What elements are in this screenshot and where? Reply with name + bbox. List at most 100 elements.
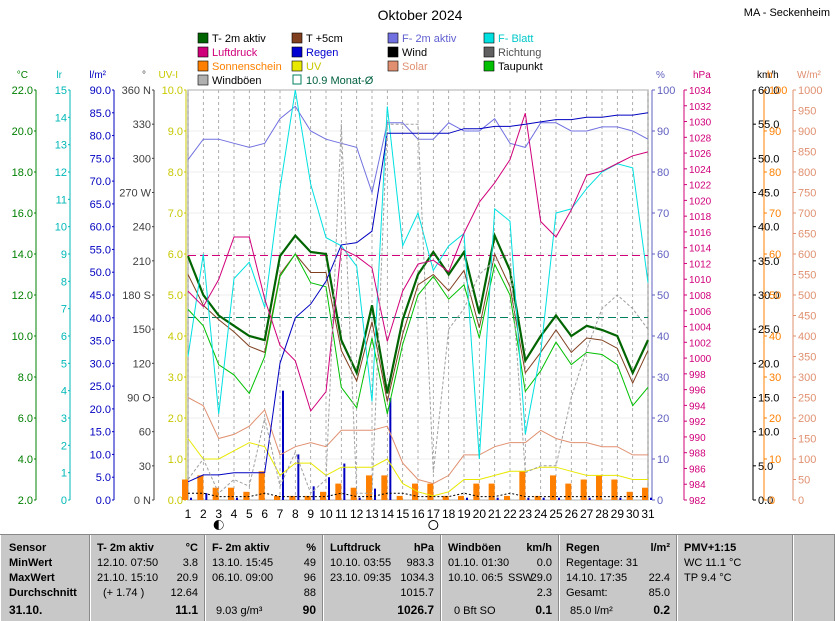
right-axis-2-tick-label: 25.0 xyxy=(758,324,779,336)
left-axis-1-tick-label: 4 xyxy=(61,386,67,398)
bar-sonnenschein xyxy=(243,491,250,500)
plot-area: 1 2 3 4 5 6 7 8 9 10 11 12 13 14 15 16 17 18 19 20 21 22 23 24 2… xyxy=(182,89,655,530)
bar-regen xyxy=(205,493,208,500)
right-axis-2-tick-label: 15.0 xyxy=(758,393,779,405)
left-axis-4-tick-label: 7.0 xyxy=(168,208,183,220)
bar-sonnenschein xyxy=(304,495,311,500)
left-axis-3-tick-label: 360 N xyxy=(122,85,151,97)
right-axis-1-tick-label: 1020 xyxy=(689,196,712,207)
legend-label-10-9-monat: 10.9 Monat-Ø xyxy=(306,75,374,87)
bar-sonnenschein xyxy=(504,495,510,500)
left-axis-3-tick-label: 210 xyxy=(133,256,151,268)
x-tick-label: 13 xyxy=(365,507,379,521)
left-axis-2-tick-label: 40.0 xyxy=(90,313,111,325)
right-axis-2-tick-label: 20.0 xyxy=(758,358,779,370)
bar-sonnenschein xyxy=(473,483,480,500)
right-axis-1-tick-label: 996 xyxy=(689,386,706,397)
series-line-t-2m-aktiv xyxy=(186,231,649,394)
left-axis-4-tick-label: 2.0 xyxy=(168,413,183,425)
bar-sonnenschein xyxy=(335,483,342,500)
bar-regen xyxy=(466,497,468,500)
press-avg-value: 1015.7 xyxy=(400,587,434,599)
right-axis-1-tick-label: 998 xyxy=(689,370,706,381)
legend-label-uv: UV xyxy=(306,61,322,73)
x-tick-label: 15 xyxy=(396,507,410,521)
right-axis-3-unit: h xyxy=(767,70,773,81)
series-line-uv xyxy=(187,438,648,497)
temp-min-date: 12.10. 07:50 xyxy=(97,557,159,569)
left-axis-3-tick-label: 0 N xyxy=(134,495,151,507)
right-axis-1-tick-label: 1000 xyxy=(689,354,712,365)
left-axis-0-tick-label: 20.0 xyxy=(12,126,33,138)
press-header: Luftdruck xyxy=(330,542,381,554)
left-axis-4-tick-label: 3.0 xyxy=(168,372,183,384)
press-max-value: 1034.3 xyxy=(400,572,434,584)
bar-regen xyxy=(328,477,330,500)
x-tick-label: 16 xyxy=(411,507,425,521)
pmv-header: PMV+1:15 xyxy=(684,542,737,554)
right-axis-4-tick-label: 950 xyxy=(798,106,816,118)
bar-sonnenschein xyxy=(642,487,648,500)
bar-regen xyxy=(389,397,392,500)
dewpoint-value: TP 9.4 °C xyxy=(684,572,732,584)
bar-regen xyxy=(282,390,284,500)
left-axis-0-tick-label: 12.0 xyxy=(12,290,33,302)
right-axis-0-tick-label: 20 xyxy=(657,413,669,425)
wind-max-value: 29.0 xyxy=(530,572,552,584)
press-unit: hPa xyxy=(413,542,434,554)
right-axis-3-tick-label: 90 xyxy=(769,126,781,138)
press-min-date: 10.10. 03:55 xyxy=(330,557,392,569)
wind-header: Windböen xyxy=(448,542,502,554)
temp-unit: °C xyxy=(185,542,198,554)
bar-sonnenschein xyxy=(458,495,464,500)
x-tick-label: 18 xyxy=(442,507,456,521)
right-axis-4-tick-label: 800 xyxy=(798,167,816,179)
rain-total-value: 85.0 xyxy=(648,587,670,599)
stats-col-labels: Sensor MinWert MaxWert Durchschnitt 31.1… xyxy=(0,535,90,621)
right-axis-4-tick-label: 600 xyxy=(798,249,816,261)
stats-col-empty xyxy=(793,535,835,621)
right-axis-1-tick-label: 1028 xyxy=(689,133,712,144)
right-axis-4-unit: W/m² xyxy=(797,70,822,81)
wind-current-value: 0.1 xyxy=(535,603,552,617)
legend-swatch-wind xyxy=(387,46,399,58)
x-tick-label: 14 xyxy=(381,507,395,521)
bar-sonnenschein xyxy=(320,491,326,500)
left-axis-3-tick-label: 300 xyxy=(133,153,151,165)
left-axis-4-tick-label: 10.0 xyxy=(162,85,183,97)
left-axis-4-tick-label: 1.0 xyxy=(168,454,183,466)
bar-sonnenschein xyxy=(396,495,403,500)
hum-header: F- 2m aktiv xyxy=(212,542,270,554)
legend-label-regen: Regen xyxy=(306,47,338,59)
right-axis-4-tick-label: 250 xyxy=(798,393,816,405)
row-label-sensor: Sensor xyxy=(9,542,47,554)
right-axis-1-tick-label: 1032 xyxy=(689,102,712,113)
hum-unit: % xyxy=(306,542,316,554)
axes: °C22.020.018.016.014.012.010.08.06.04.02… xyxy=(12,70,823,507)
right-axis-1-tick-label: 984 xyxy=(689,480,706,491)
wind-min-value: 0.0 xyxy=(536,557,552,569)
left-axis-3-tick-label: 330 xyxy=(133,119,151,131)
rain-unit: l/m² xyxy=(650,542,670,554)
stats-col-extra: PMV+1:15 WC 11.1 °C TP 9.4 °C xyxy=(677,535,793,621)
press-min-value: 983.3 xyxy=(406,557,434,569)
x-tick-label: 1 xyxy=(185,507,192,521)
left-axis-2-tick-label: 85.0 xyxy=(90,108,111,120)
right-axis-0-tick-label: 50 xyxy=(657,290,669,302)
right-axis-4-tick-label: 300 xyxy=(798,372,816,384)
legend-label-solar: Solar xyxy=(402,61,428,73)
left-axis-2-tick-label: 30.0 xyxy=(90,358,111,370)
x-tick-label: 25 xyxy=(549,507,563,521)
x-tick-label: 6 xyxy=(261,507,268,521)
left-axis-2-tick-label: 20.0 xyxy=(90,404,111,416)
left-axis-4-tick-label: 9.0 xyxy=(168,126,183,138)
right-axis-3-tick-label: 20 xyxy=(769,413,781,425)
left-axis-2-tick-label: 25.0 xyxy=(90,381,111,393)
bar-sonnenschein xyxy=(289,495,296,500)
legend-swatch-richtung xyxy=(483,46,495,58)
bar-sonnenschein xyxy=(550,475,556,500)
temp-max-date: 21.10. 15:10 xyxy=(97,572,159,584)
right-axis-3-tick-label: 80 xyxy=(769,167,781,179)
right-axis-2-tick-label: 35.0 xyxy=(758,256,779,268)
row-label-min: MinWert xyxy=(9,557,53,569)
